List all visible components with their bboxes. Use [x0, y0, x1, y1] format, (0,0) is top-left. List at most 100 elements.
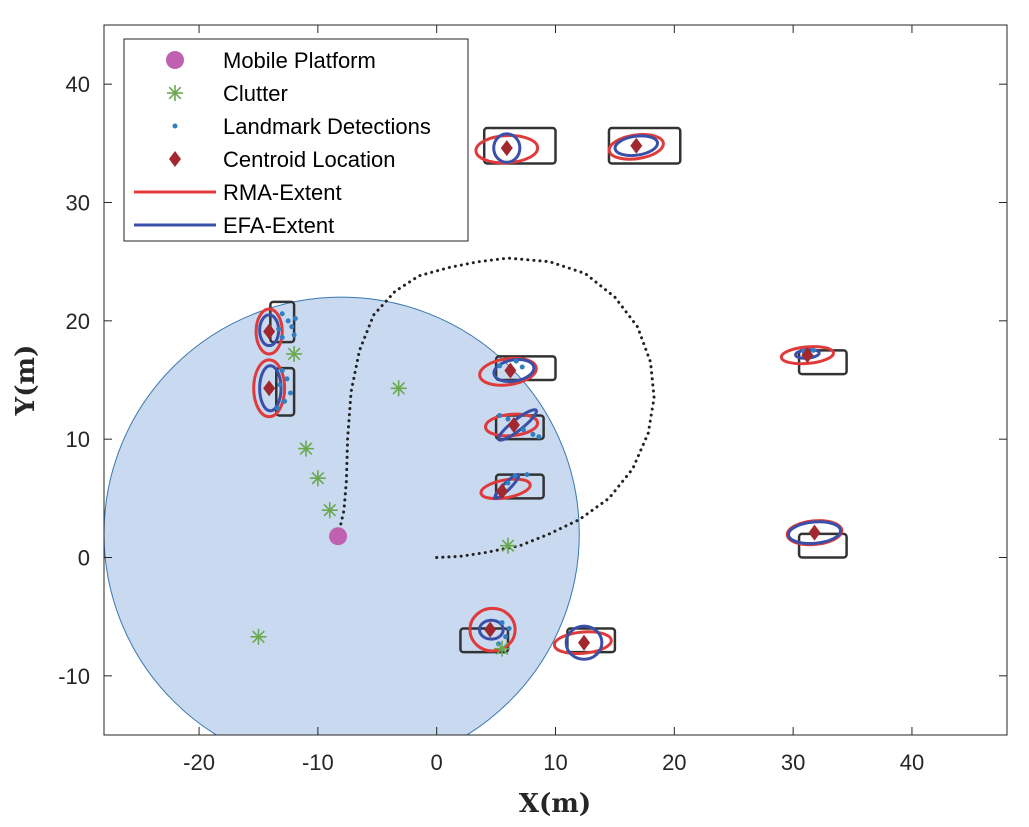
landmark-detection-point — [520, 427, 526, 433]
axes: -20 -10 0 10 20 30 40 -10 0 10 20 30 40 X(m) Y(m) — [11, 24, 1008, 819]
mobile-platform-marker — [329, 527, 348, 546]
x-tick-label: 0 — [431, 750, 443, 775]
landmark-detection-point — [530, 431, 536, 437]
efa-extent-ellipse — [564, 624, 604, 661]
centroid-marker — [484, 621, 497, 638]
centroid-marker — [801, 347, 814, 364]
clutter-stroke — [392, 381, 405, 395]
y-ticks: -10 0 10 20 30 40 — [58, 72, 1007, 689]
centroid-marker — [630, 137, 643, 154]
x-ticks: -20 -10 0 10 20 30 40 — [183, 25, 924, 775]
x-axis-label: X(m) — [519, 789, 591, 819]
landmark-detection-point — [282, 398, 288, 404]
efa-extent-ellipse — [786, 520, 843, 546]
landmark-detection-point — [279, 368, 285, 374]
landmark-detection-point — [497, 413, 503, 418]
y-tick-label: -10 — [58, 664, 90, 689]
plot-area — [104, 126, 848, 735]
landmark-truth-box — [797, 532, 848, 559]
y-tick-label: 10 — [66, 427, 90, 452]
landmark-detection-point — [519, 364, 525, 370]
landmark-8 — [779, 345, 848, 376]
legend-label-efa: EFA-Extent — [223, 213, 334, 238]
clutter-stroke — [168, 86, 182, 100]
landmark-detection-point — [497, 363, 503, 369]
legend-label-platform: Mobile Platform — [223, 48, 376, 73]
landmark-detection-point — [284, 376, 290, 382]
landmark-detection-point — [495, 641, 501, 647]
clutter-point — [499, 537, 516, 554]
clutter-point — [250, 628, 267, 645]
y-tick-label: 20 — [66, 309, 90, 334]
y-tick-label: 40 — [66, 72, 90, 97]
legend-label-clutter: Clutter — [223, 81, 288, 106]
landmark-10 — [459, 606, 517, 654]
landmark-detection-point — [291, 332, 297, 338]
x-tick-label: 10 — [543, 750, 567, 775]
centroid-marker — [507, 416, 520, 433]
landmark-detection-point — [506, 626, 512, 631]
landmark-6 — [483, 408, 545, 442]
landmark-3 — [254, 300, 298, 356]
x-tick-label: 30 — [781, 750, 805, 775]
rma-extent-ellipse — [468, 606, 517, 653]
landmark-detection-point — [524, 472, 530, 478]
legend-marker-centroid — [169, 151, 181, 167]
landmark-detection-point — [499, 620, 505, 626]
landmark-detection-point — [276, 326, 282, 332]
landmark-truth-box — [275, 366, 296, 417]
centroid-marker — [808, 524, 821, 541]
y-tick-label: 30 — [66, 191, 90, 216]
landmark-detection-point — [289, 324, 295, 330]
efa-extent-ellipse — [258, 364, 283, 413]
clutter-point — [390, 380, 407, 397]
y-tick-label: 0 — [78, 546, 90, 571]
efa-extent-ellipse — [613, 134, 660, 158]
legend: Mobile Platform Clutter Landmark Detection… — [123, 38, 469, 242]
landmark-2 — [607, 126, 682, 165]
clutter-stroke — [287, 347, 301, 361]
landmark-detection-point — [285, 318, 291, 324]
landmark-4 — [252, 358, 296, 419]
trajectory-line — [336, 256, 656, 559]
landmark-9 — [785, 519, 848, 559]
efa-extent-ellipse — [492, 357, 536, 384]
x-tick-label: -20 — [183, 750, 215, 775]
efa-extent-ellipse — [477, 618, 505, 641]
legend-label-rma: RMA-Extent — [223, 180, 342, 205]
x-tick-label: 20 — [662, 750, 686, 775]
landmark-11 — [552, 624, 617, 661]
clutter-stroke — [311, 471, 325, 485]
clutter-point — [297, 440, 314, 457]
rma-extent-ellipse — [479, 477, 532, 501]
landmark-detection-point — [512, 473, 518, 479]
rma-extent-ellipse — [252, 358, 287, 419]
landmark-detection-point — [513, 358, 519, 364]
landmark-5 — [478, 355, 557, 387]
landmark-detection-point — [277, 382, 283, 388]
landmark-detection-point — [279, 334, 285, 340]
clutter-point — [321, 502, 338, 519]
landmark-detection-point — [288, 390, 294, 396]
rma-extent-ellipse — [552, 630, 613, 656]
legend-marker-clutter — [167, 85, 183, 101]
legend-label-detections: Landmark Detections — [223, 114, 431, 139]
landmark-detection-point — [505, 416, 511, 422]
legend-label-centroid: Centroid Location — [223, 147, 395, 172]
x-tick-label: 40 — [900, 750, 924, 775]
clutter-stroke — [299, 442, 313, 455]
clutter-stroke — [495, 642, 509, 655]
centroid-marker — [500, 140, 513, 157]
landmark-truth-box — [482, 126, 557, 165]
landmark-detection-point — [503, 634, 509, 640]
rma-extent-ellipse — [254, 307, 284, 356]
centroid-marker — [496, 483, 509, 500]
efa-extent-ellipse — [492, 132, 522, 164]
clutter-stroke — [323, 503, 337, 517]
landmark-detection-point — [536, 434, 542, 440]
y-axis-label: Y(m) — [11, 345, 41, 417]
landmark-detection-point — [505, 480, 511, 486]
landmark-detection-point — [292, 315, 298, 321]
landmark-detection-point — [279, 311, 285, 317]
clutter-point — [286, 345, 303, 362]
